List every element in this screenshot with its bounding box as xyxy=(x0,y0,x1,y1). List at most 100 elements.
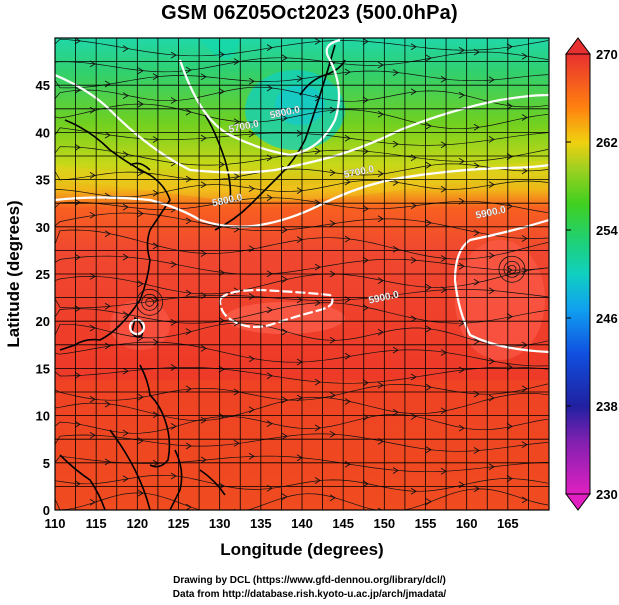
x-tick-label: 165 xyxy=(497,516,519,531)
streamline-arrow xyxy=(122,45,129,52)
streamline-arrow xyxy=(521,52,528,60)
streamline-arrow xyxy=(425,284,432,291)
y-tick-label: 35 xyxy=(36,173,50,188)
streamline xyxy=(55,474,549,492)
streamline-arrow xyxy=(122,429,129,437)
streamline-arrow xyxy=(521,441,528,448)
y-tick-label: 15 xyxy=(36,361,50,376)
streamline-arrow xyxy=(362,148,369,155)
streamline-arrow xyxy=(344,352,351,360)
streamline-arrow xyxy=(506,102,513,110)
streamline-arrow xyxy=(392,245,399,253)
streamline-arrow xyxy=(89,498,96,506)
streamline-arrow xyxy=(281,54,288,62)
streamline-arrow xyxy=(521,267,528,275)
streamline-arrow xyxy=(248,355,255,363)
streamline xyxy=(55,322,549,347)
x-tick-label: 140 xyxy=(291,516,313,531)
colorbar-tick-label: 254 xyxy=(596,223,618,238)
streamline-arrow xyxy=(137,334,144,342)
streamline-arrow xyxy=(392,179,399,186)
streamline-arrow xyxy=(281,493,288,501)
vortex-ring xyxy=(498,255,526,283)
streamline xyxy=(55,212,549,239)
streamline xyxy=(55,488,549,510)
streamline-arrow xyxy=(89,211,96,219)
colorbar-tick-label: 246 xyxy=(596,311,618,326)
streamline-arrow xyxy=(329,430,336,438)
credit-drawing: Drawing by DCL (https://www.gfd-dennou.o… xyxy=(173,575,446,586)
streamline-arrow xyxy=(218,199,225,206)
streamline-arrow xyxy=(314,147,321,155)
streamline-arrow xyxy=(104,458,111,466)
streamline-arrow xyxy=(392,467,399,474)
streamline-arrow xyxy=(392,291,399,298)
streamline-arrow xyxy=(344,134,351,142)
streamline-arrow xyxy=(200,345,207,352)
streamline-arrow xyxy=(200,250,207,257)
streamline-arrow xyxy=(233,173,240,180)
triangle-down-icon xyxy=(565,493,591,511)
streamline-arrow xyxy=(137,280,144,288)
streamline xyxy=(55,179,549,198)
plot-frame xyxy=(54,37,550,511)
streamline-arrow xyxy=(410,315,417,323)
streamline-arrow xyxy=(89,324,96,332)
streamline-arrow xyxy=(410,413,417,420)
streamline-arrow xyxy=(248,452,255,460)
streamline-arrow xyxy=(425,161,432,169)
streamline-arrow xyxy=(329,220,336,227)
streamline-arrow xyxy=(473,278,480,286)
streamline-arrow xyxy=(248,185,255,192)
streamline-arrow xyxy=(410,256,417,264)
streamline-arrow xyxy=(218,269,225,276)
streamline-arrow xyxy=(425,54,432,62)
streamline-arrow xyxy=(329,169,336,177)
y-tick-label: 0 xyxy=(43,503,50,518)
x-axis-title: Longitude (degrees) xyxy=(220,540,383,559)
streamline-arrow xyxy=(200,456,207,464)
streamline-arrow xyxy=(266,84,273,92)
streamline-arrow xyxy=(362,96,369,104)
y-tick-label: 20 xyxy=(36,314,50,329)
streamline-arrow xyxy=(185,328,192,335)
streamline-arrow xyxy=(488,357,495,365)
vortex-ring xyxy=(141,293,159,311)
streamline xyxy=(55,163,549,181)
streamline-arrow xyxy=(362,304,369,312)
streamline-arrow xyxy=(488,181,495,188)
streamline-arrow xyxy=(473,338,480,345)
streamline-arrow xyxy=(506,423,513,430)
streamline-arrow xyxy=(266,306,273,314)
streamline-arrow xyxy=(344,235,351,243)
streamline xyxy=(55,341,549,367)
streamline-arrow xyxy=(185,217,192,225)
colorbar-gradient xyxy=(565,53,591,495)
streamline-arrow xyxy=(266,194,273,202)
y-axis-title: Latitude (degrees) xyxy=(4,200,23,347)
streamline-arrow xyxy=(362,205,369,213)
x-tick-label: 130 xyxy=(209,516,231,531)
streamline-arrow xyxy=(104,342,111,350)
streamline-arrow xyxy=(425,122,432,130)
streamline-arrow xyxy=(218,317,225,325)
streamline xyxy=(55,70,549,89)
streamline-arrow xyxy=(506,475,513,482)
streamline-arrow xyxy=(74,86,81,94)
streamline-arrow xyxy=(344,68,351,76)
streamline xyxy=(55,366,549,384)
streamline xyxy=(55,197,549,214)
streamline-arrow xyxy=(521,167,528,175)
streamline-arrow xyxy=(362,379,369,387)
y-tick-label: 5 xyxy=(43,456,50,471)
streamline-arrow xyxy=(74,305,81,313)
streamline-arrow xyxy=(458,262,465,270)
streamline-arrow xyxy=(248,293,255,300)
streamline-arrow xyxy=(473,447,480,454)
streamline-arrow xyxy=(458,157,465,165)
streamline xyxy=(55,86,549,108)
page-title: GSM 06Z05Oct2023 (500.0hPa) xyxy=(161,2,458,24)
colorbar-tick-label: 262 xyxy=(596,135,618,150)
streamline-arrow xyxy=(185,108,192,116)
